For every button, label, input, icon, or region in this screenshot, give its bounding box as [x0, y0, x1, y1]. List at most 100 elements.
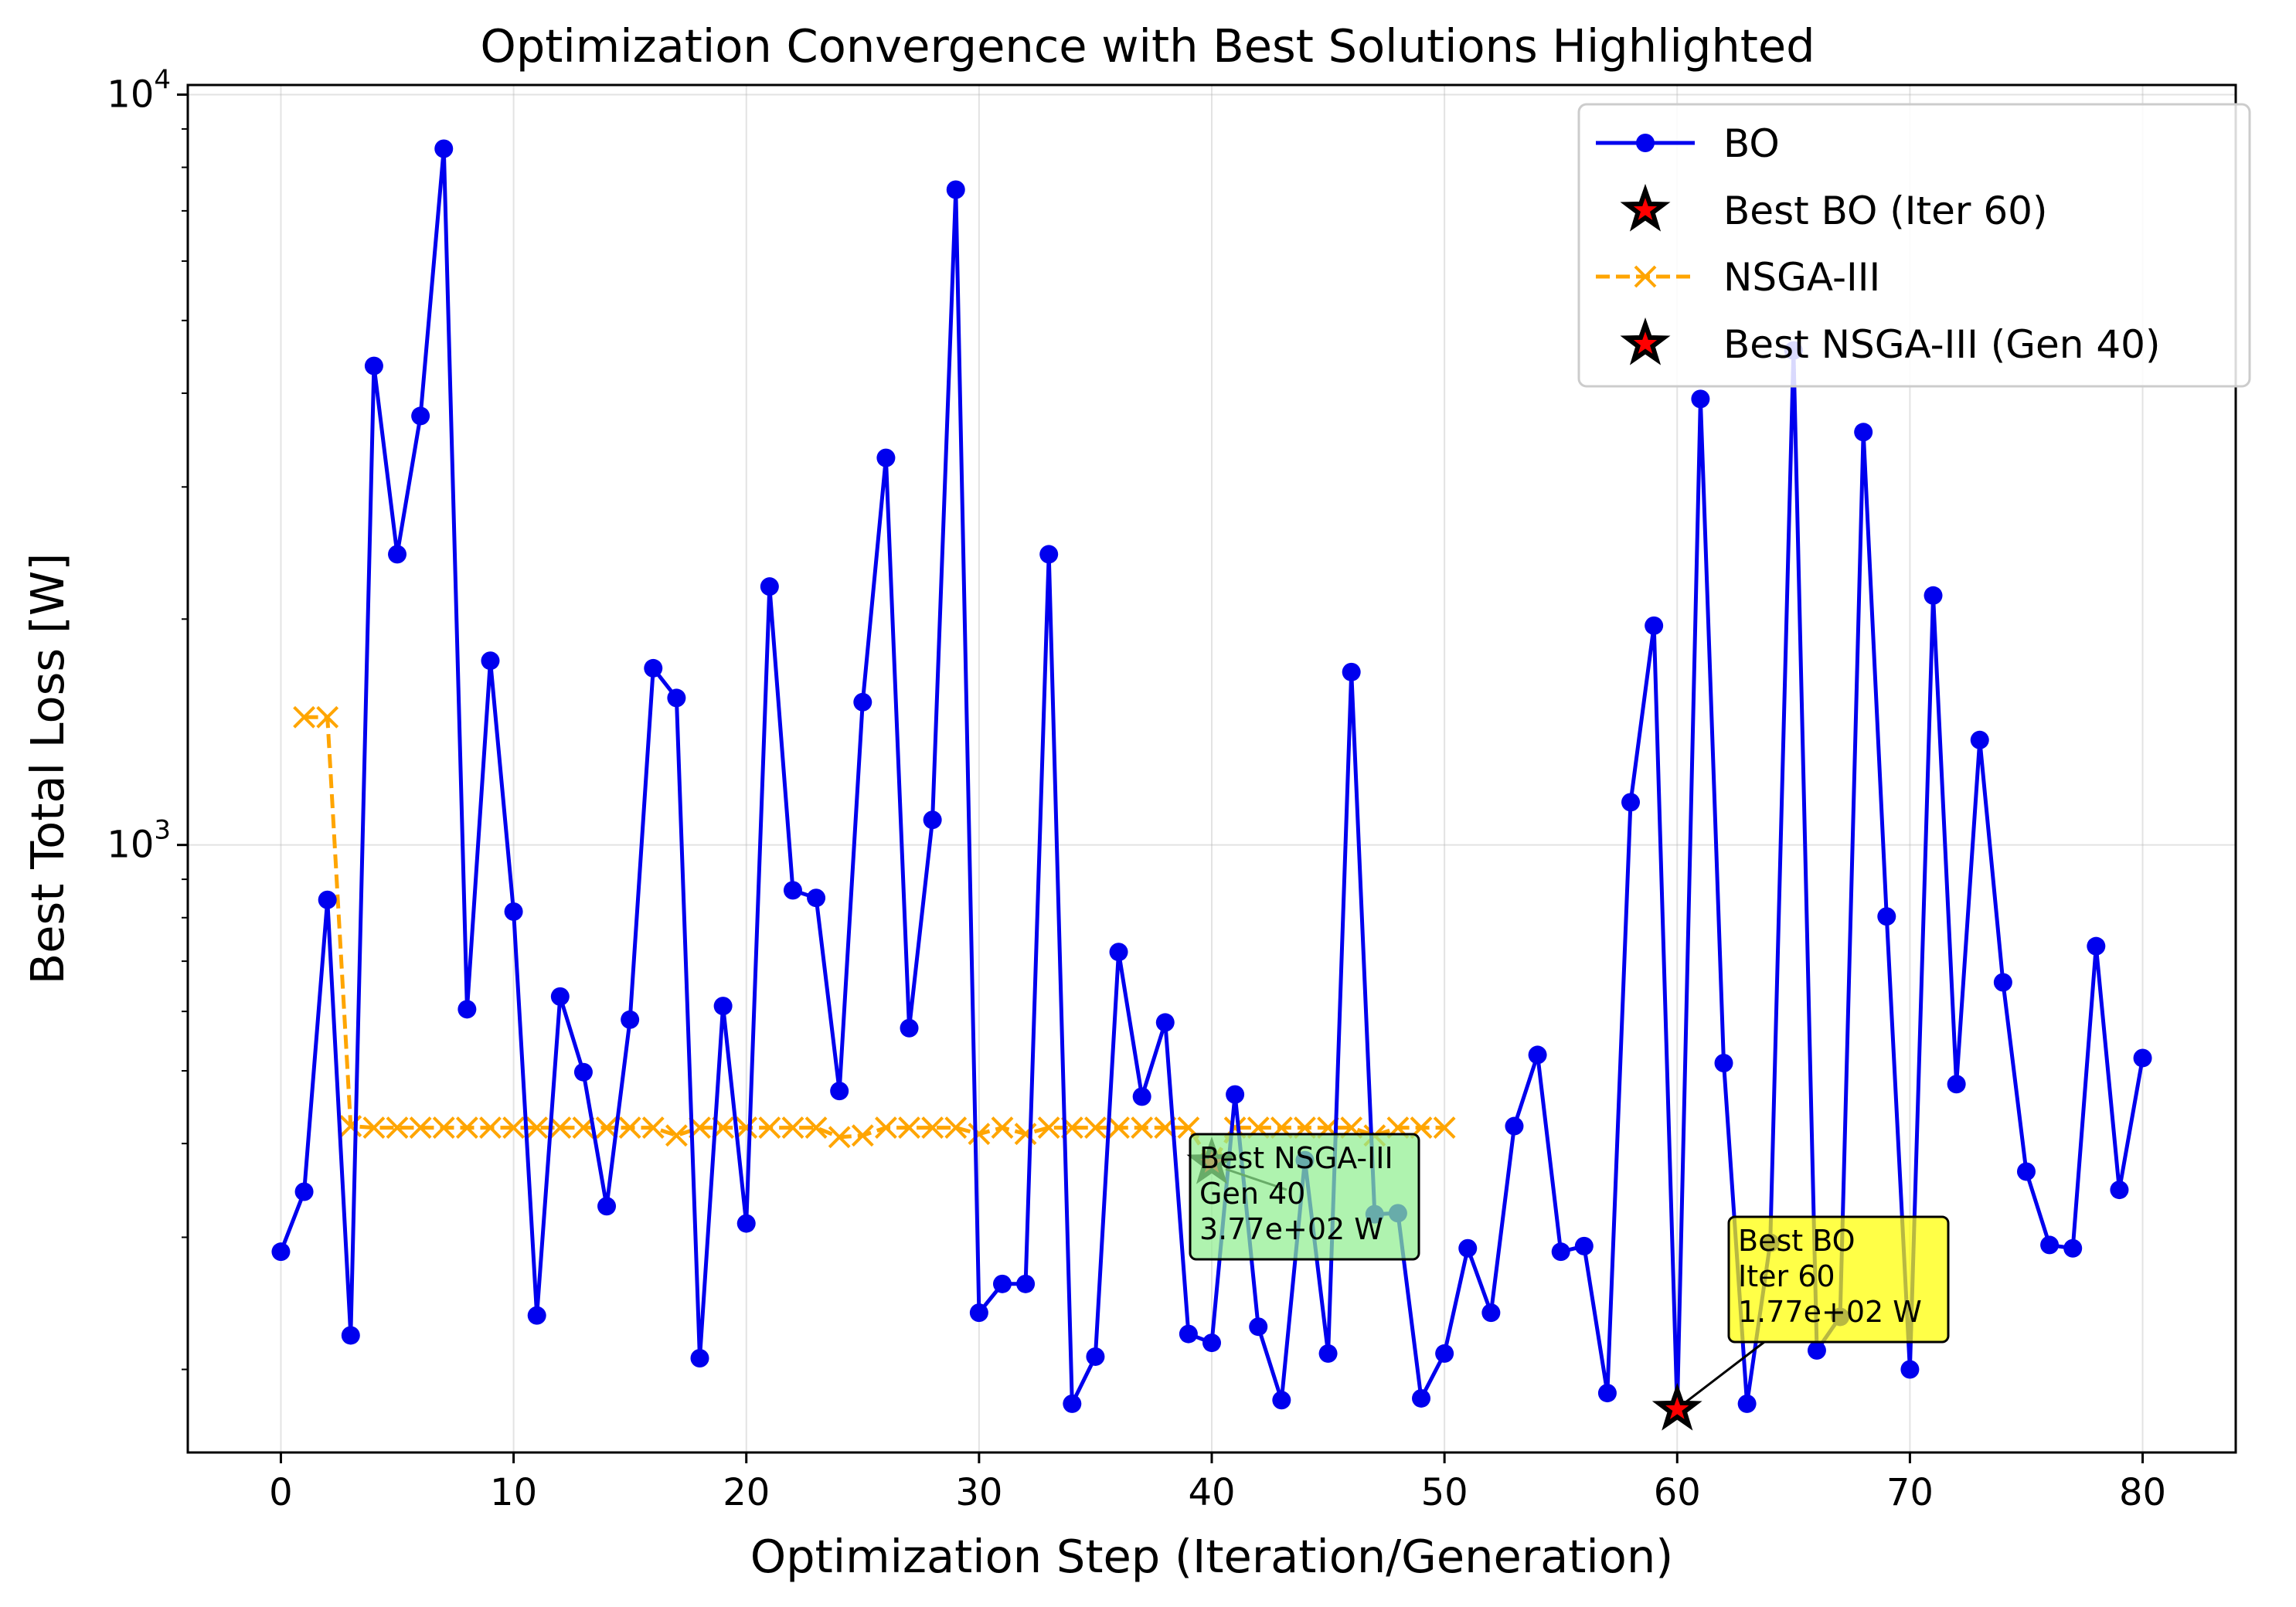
nsga-iii-point — [1107, 1116, 1130, 1139]
nsga-iii-point — [804, 1116, 828, 1139]
nsga-iii-point — [526, 1116, 549, 1139]
nsga-iii-point — [293, 705, 315, 729]
bo-point — [1993, 973, 2012, 992]
bo-point — [900, 1018, 919, 1038]
bo-point — [783, 881, 802, 900]
nsga-iii-point — [409, 1116, 432, 1139]
x-tick-label: 0 — [269, 1471, 293, 1514]
bo-point — [411, 406, 430, 426]
x-tick-label: 60 — [1654, 1471, 1701, 1514]
y-axis-label: Best Total Loss [W] — [21, 553, 74, 984]
bo-point — [1179, 1324, 1198, 1344]
bo-point — [830, 1082, 849, 1101]
legend-marker-bo — [1636, 134, 1655, 152]
bo-point — [434, 139, 454, 158]
legend-label: BO — [1723, 121, 1780, 166]
annotation-box — [1727, 1215, 1950, 1344]
bo-point — [1063, 1394, 1082, 1413]
bo-point — [504, 902, 523, 921]
bo-point — [388, 545, 407, 564]
x-tick-label: 20 — [723, 1471, 770, 1514]
nsga-iii-point — [641, 1116, 665, 1139]
bo-point — [853, 692, 872, 712]
bo-point — [527, 1306, 546, 1325]
bo-point — [1318, 1344, 1338, 1363]
bo-point — [550, 987, 570, 1006]
bo-point — [573, 1062, 593, 1082]
nsga-iii-line — [304, 715, 1445, 1167]
y-tick-label: 103 — [107, 815, 171, 867]
bo-point — [271, 1242, 291, 1262]
bo-point — [690, 1348, 709, 1367]
bo-point — [1272, 1391, 1291, 1410]
legend-box — [1577, 103, 2251, 388]
legend-marker-best-bo — [1620, 183, 1671, 232]
bo-point — [2040, 1235, 2060, 1255]
bo-point — [597, 1197, 617, 1216]
bo-point — [1691, 389, 1710, 409]
annotation-text: Best NSGA-III — [1199, 1141, 1393, 1175]
legend-marker-best-nsga — [1620, 317, 1671, 365]
bo-point — [2063, 1238, 2083, 1258]
nsga-iii-point — [921, 1116, 944, 1139]
nsga-iii-point — [991, 1116, 1014, 1139]
nsga-iii-point — [479, 1116, 502, 1139]
bo-point — [481, 651, 500, 671]
annotation-box — [1189, 1133, 1420, 1261]
y-tick-label: 104 — [107, 64, 171, 116]
bo-point — [1574, 1236, 1594, 1255]
nsga-iii-point — [618, 1116, 641, 1139]
bo-point — [2110, 1181, 2129, 1200]
bo-point — [1854, 423, 1873, 442]
bo-point — [1947, 1075, 1966, 1094]
bo-point — [1458, 1238, 1478, 1258]
bo-point — [1342, 662, 1361, 681]
nsga-iii-point — [502, 1116, 526, 1139]
bo-point — [1970, 730, 1989, 749]
bo-point — [1435, 1344, 1454, 1363]
nsga-iii-point — [898, 1116, 920, 1139]
nsga-iii-point — [549, 1116, 572, 1139]
bo-point — [1226, 1085, 1245, 1104]
legend-marker-nsga — [1634, 265, 1657, 288]
nsga-iii-point — [1084, 1116, 1107, 1139]
bo-point — [2133, 1048, 2152, 1068]
legend-label: NSGA-III — [1723, 255, 1880, 300]
legend: BO Best BO (Iter 60) NSGA-III Best NSGA-III… — [1577, 103, 2251, 388]
nsga-iii-point — [944, 1116, 968, 1139]
nsga-iii-point — [758, 1116, 781, 1139]
bo-point — [621, 1010, 640, 1029]
x-tick-label: 70 — [1886, 1471, 1934, 1514]
bo-point — [992, 1274, 1012, 1293]
annotation-text: Best BO — [1738, 1224, 1856, 1258]
bo-point — [1597, 1384, 1617, 1403]
annotation-text: Gen 40 — [1199, 1177, 1305, 1211]
x-axis: 0 10 20 30 40 50 60 70 80 — [269, 1452, 2166, 1514]
annotation-text: 1.77e+02 W — [1738, 1295, 1922, 1329]
bo-point — [2016, 1162, 2036, 1181]
bo-point — [2087, 936, 2106, 956]
bo-point — [713, 997, 733, 1016]
bo-point — [1155, 1013, 1175, 1032]
bo-point — [969, 1303, 988, 1323]
bo-point — [1039, 545, 1059, 564]
x-axis-label: Optimization Step (Iteration/Generation) — [750, 1530, 1674, 1583]
bo-point — [1249, 1317, 1268, 1337]
x-tick-label: 80 — [2119, 1471, 2166, 1514]
legend-label: Best BO (Iter 60) — [1723, 189, 2047, 233]
x-tick-label: 30 — [955, 1471, 1002, 1514]
bo-point — [1924, 586, 1943, 605]
bo-point — [1202, 1334, 1221, 1353]
bo-point — [1412, 1388, 1431, 1408]
nsga-iii-point — [1433, 1116, 1456, 1139]
nsga-iii-point — [432, 1116, 455, 1139]
x-tick-label: 10 — [490, 1471, 537, 1514]
nsga-iii-point — [1131, 1116, 1154, 1139]
nsga-iii-point — [386, 1116, 409, 1139]
nsga-iii-point — [362, 1116, 386, 1139]
bo-point — [876, 448, 896, 467]
nsga-iii-point — [735, 1116, 758, 1139]
